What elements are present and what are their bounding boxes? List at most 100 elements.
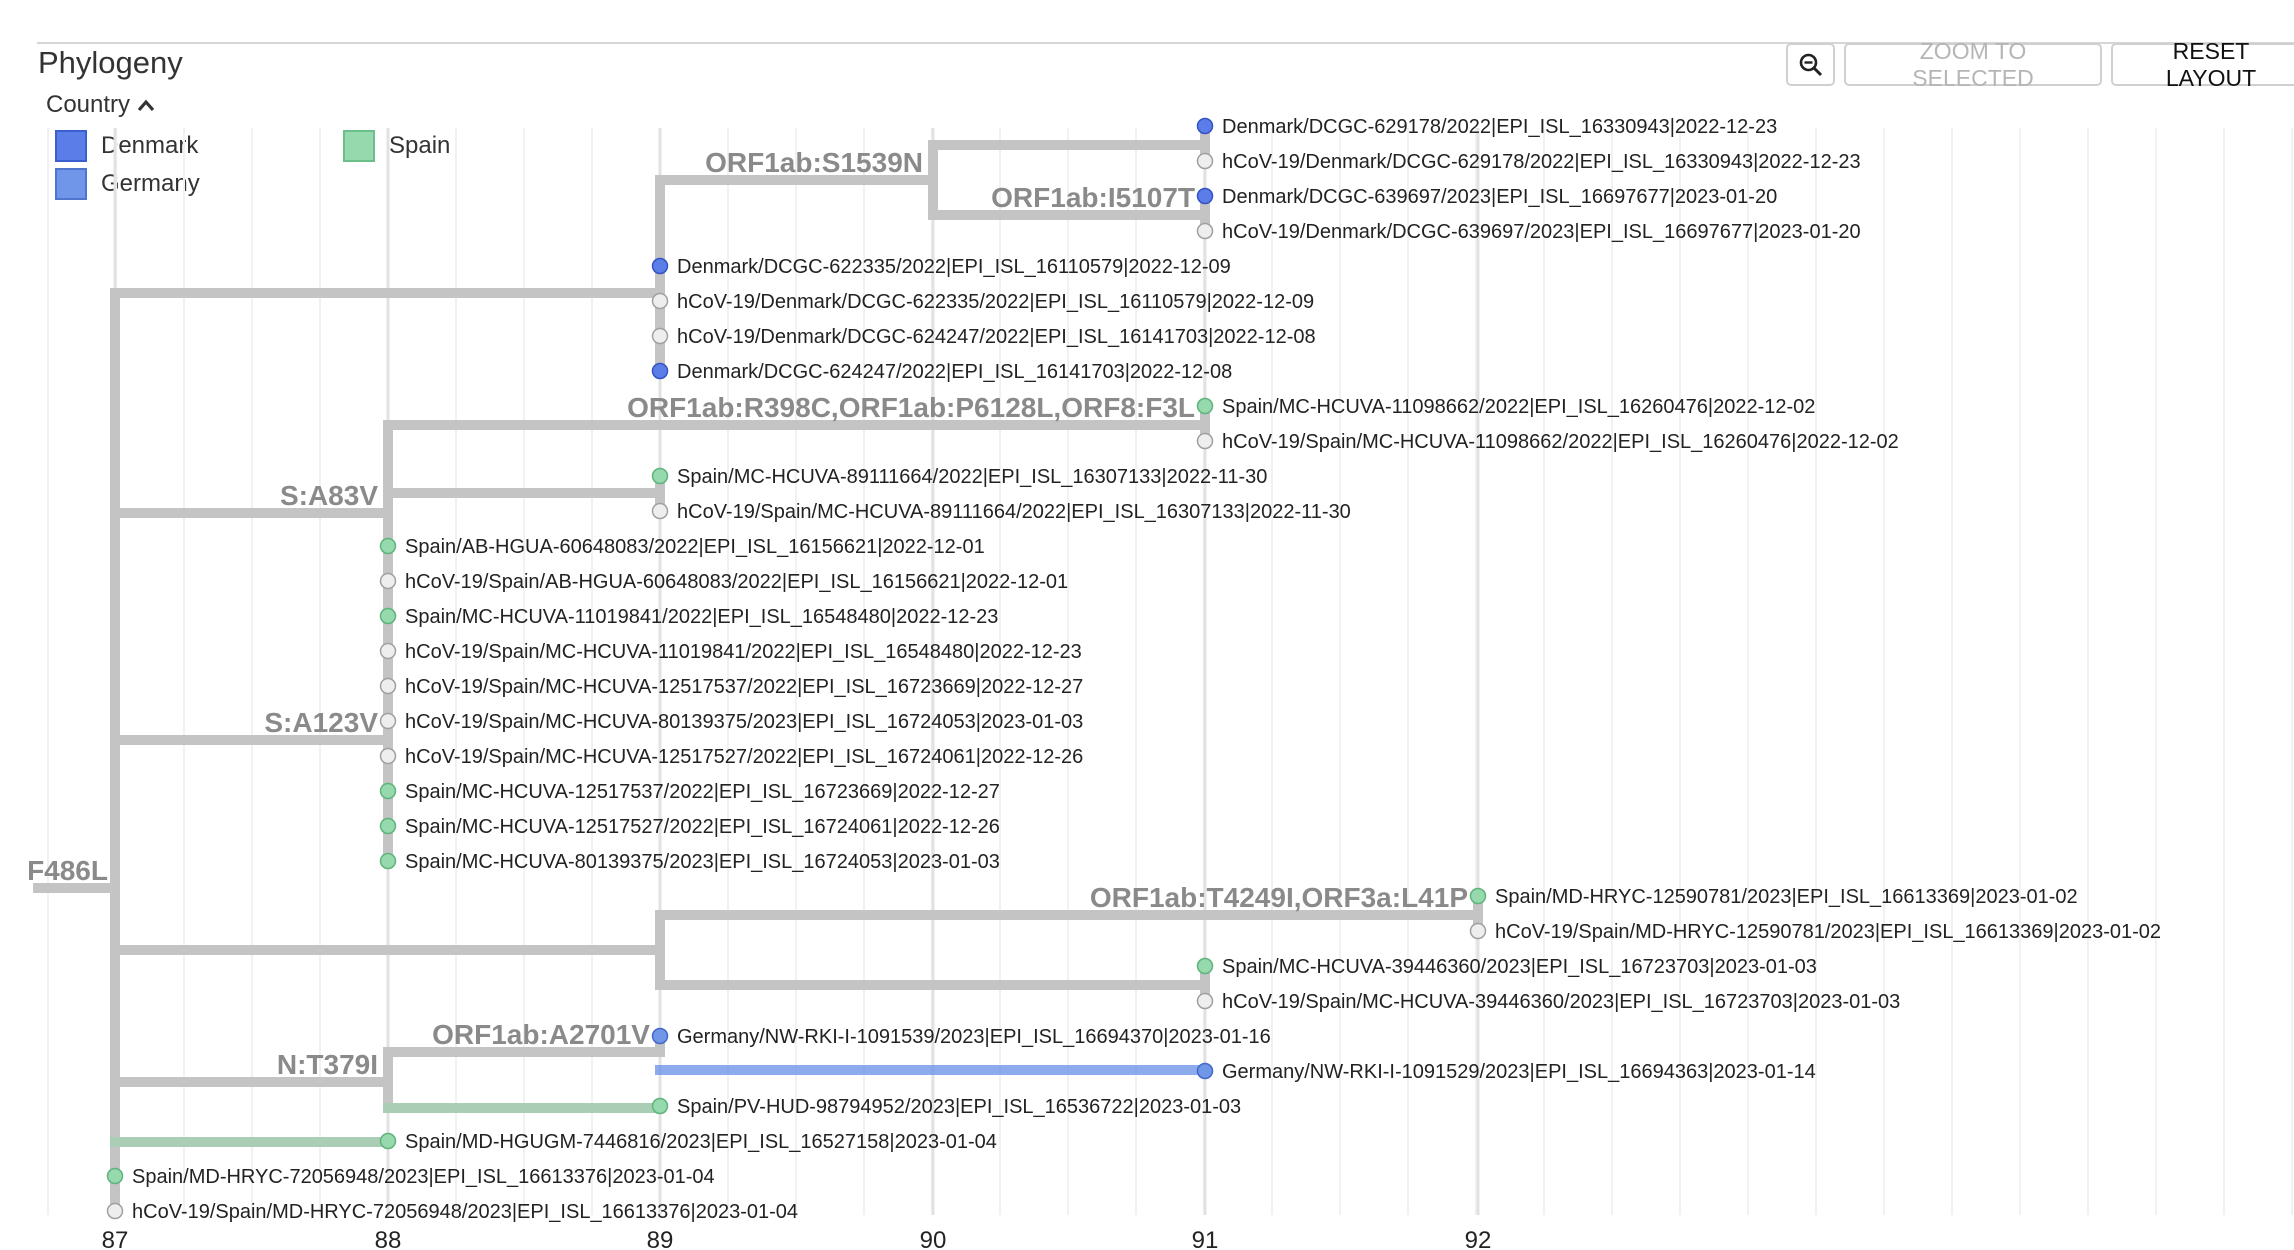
leaf-node (651, 1027, 669, 1045)
leaf-node (1196, 152, 1214, 170)
axis-tick-label: 90 (920, 1227, 947, 1250)
mutation-label: N:T379I (277, 1049, 378, 1080)
legend-label-denmark: Denmark (101, 132, 199, 159)
leaf-node (379, 677, 397, 695)
leaf-label: Spain/MC-HCUVA-11019841/2022|EPI_ISL_165… (405, 606, 998, 628)
leaf-label: Spain/MC-HCUVA-11098662/2022|EPI_ISL_162… (1222, 396, 1815, 418)
leaf-label-layer: Denmark/DCGC-629178/2022|EPI_ISL_1633094… (132, 116, 2161, 1223)
zoom-to-selected-button[interactable]: ZOOM TO SELECTED (1844, 38, 2102, 91)
leaf-node (651, 257, 669, 275)
leaf-label: Spain/MD-HRYC-12590781/2023|EPI_ISL_1661… (1495, 886, 2078, 908)
leaf-node (1196, 957, 1214, 975)
leaf-label: hCoV-19/Spain/MD-HRYC-72056948/2023|EPI_… (132, 1201, 798, 1223)
legend-toggle[interactable]: Country (46, 91, 156, 119)
leaf-label: hCoV-19/Spain/AB-HGUA-60648083/2022|EPI_… (405, 571, 1068, 593)
mutation-label: ORF1ab:A2701V (432, 1019, 650, 1050)
denmark-swatch (55, 130, 87, 162)
chevron-up-icon (137, 99, 155, 112)
leaf-node (651, 467, 669, 485)
leaf-node (1196, 1062, 1214, 1080)
legend-item-spain[interactable]: Spain (343, 130, 450, 162)
leaf-label: hCoV-19/Spain/MD-HRYC-12590781/2023|EPI_… (1495, 921, 2161, 943)
mutation-label: ORF1ab:R398C,ORF1ab:P6128L,ORF8:F3L (627, 392, 1195, 423)
tree-toolbar: ZOOM TO SELECTED RESET LAYOUT (1786, 38, 2294, 91)
leaf-node (1196, 992, 1214, 1010)
leaf-node (1196, 397, 1214, 415)
axis-tick-label: 87 (102, 1227, 129, 1250)
leaf-node (1196, 187, 1214, 205)
leaf-label: hCoV-19/Spain/MC-HCUVA-80139375/2023|EPI… (405, 711, 1083, 733)
mutation-label: ORF1ab:I5107T (991, 182, 1195, 213)
leaf-label: Spain/AB-HGUA-60648083/2022|EPI_ISL_1615… (405, 536, 985, 558)
leaf-node (379, 642, 397, 660)
leaf-label: Germany/NW-RKI-I-1091529/2023|EPI_ISL_16… (1222, 1061, 1816, 1083)
leaf-node (651, 502, 669, 520)
leaf-node (106, 1202, 124, 1220)
mutation-label: S:A83V (280, 480, 378, 511)
leaf-label: hCoV-19/Spain/MC-HCUVA-12517537/2022|EPI… (405, 676, 1083, 698)
axis-layer: 87 88 89 90 91 92 (102, 1227, 1492, 1250)
leaf-label: hCoV-19/Spain/MC-HCUVA-12517527/2022|EPI… (405, 746, 1083, 768)
leaf-node (1196, 432, 1214, 450)
leaf-node (379, 817, 397, 835)
panel-title: Phylogeny (38, 45, 183, 80)
leaf-label: Spain/PV-HUD-98794952/2023|EPI_ISL_16536… (677, 1096, 1241, 1118)
leaf-node (379, 747, 397, 765)
magnifier-minus-icon (1799, 53, 1822, 76)
leaf-label: hCoV-19/Denmark/DCGC-639697/2023|EPI_ISL… (1222, 221, 1861, 243)
mutation-label-root: F486L (27, 855, 108, 886)
leaf-label: hCoV-19/Spain/MC-HCUVA-39446360/2023|EPI… (1222, 991, 1900, 1013)
leaf-label: Spain/MC-HCUVA-12517537/2022|EPI_ISL_167… (405, 781, 1000, 803)
mutation-label: ORF1ab:T4249I,ORF3a:L41P (1090, 882, 1468, 913)
leaf-label: hCoV-19/Spain/MC-HCUVA-11019841/2022|EPI… (405, 641, 1082, 663)
leaf-node (106, 1167, 124, 1185)
leaf-label: Spain/MC-HCUVA-39446360/2023|EPI_ISL_167… (1222, 956, 1817, 978)
mutation-label: S:A123V (264, 707, 378, 738)
leaf-node (379, 537, 397, 555)
legend-item-denmark[interactable]: Denmark (55, 130, 198, 162)
legend-label-spain: Spain (389, 132, 451, 159)
leaf-node (651, 1097, 669, 1115)
zoom-out-button[interactable] (1786, 43, 1835, 86)
leaf-label: hCoV-19/Spain/MC-HCUVA-89111664/2022|EPI… (677, 501, 1351, 523)
leaf-label: Spain/MD-HRYC-72056948/2023|EPI_ISL_1661… (132, 1166, 715, 1188)
axis-tick-label: 88 (375, 1227, 402, 1250)
branch-layer (33, 121, 1483, 1216)
mutation-layer: F486L ORF1ab:S1539N ORF1ab:I5107T ORF1ab:R3… (27, 147, 1468, 1080)
leaf-node (1196, 117, 1214, 135)
leaf-label: Spain/MC-HCUVA-12517527/2022|EPI_ISL_167… (405, 816, 1000, 838)
axis-tick-label: 92 (1465, 1227, 1492, 1250)
leaf-label: Spain/MD-HGUGM-7446816/2023|EPI_ISL_1652… (405, 1131, 997, 1153)
leaf-label: hCoV-19/Denmark/DCGC-624247/2022|EPI_ISL… (677, 326, 1316, 348)
leaf-node (651, 362, 669, 380)
leaf-node (379, 1132, 397, 1150)
leaf-label: Denmark/DCGC-622335/2022|EPI_ISL_1611057… (677, 256, 1231, 278)
germany-swatch (55, 168, 87, 200)
leaf-node (651, 327, 669, 345)
leaf-label: Denmark/DCGC-639697/2023|EPI_ISL_1669767… (1222, 186, 1777, 208)
leaf-label: Denmark/DCGC-624247/2022|EPI_ISL_1614170… (677, 361, 1232, 383)
leaf-label: hCoV-19/Denmark/DCGC-622335/2022|EPI_ISL… (677, 291, 1314, 313)
leaf-node (1469, 922, 1487, 940)
mutation-label: ORF1ab:S1539N (705, 147, 923, 178)
leaf-node (379, 607, 397, 625)
leaf-node (379, 852, 397, 870)
legend-toggle-label: Country (46, 91, 131, 118)
panel-top-divider (37, 42, 2294, 44)
axis-tick-label: 89 (647, 1227, 674, 1250)
axis-tick-label: 91 (1192, 1227, 1219, 1250)
leaf-node (379, 782, 397, 800)
node-layer (106, 117, 1487, 1220)
leaf-node (1196, 222, 1214, 240)
leaf-label: Spain/MC-HCUVA-80139375/2023|EPI_ISL_167… (405, 851, 1000, 873)
leaf-node (379, 572, 397, 590)
leaf-label: hCoV-19/Denmark/DCGC-629178/2022|EPI_ISL… (1222, 151, 1861, 173)
spain-swatch (343, 130, 375, 162)
leaf-label: Germany/NW-RKI-I-1091539/2023|EPI_ISL_16… (677, 1026, 1271, 1048)
leaf-node (379, 712, 397, 730)
leaf-node (1469, 887, 1487, 905)
leaf-label: hCoV-19/Spain/MC-HCUVA-11098662/2022|EPI… (1222, 431, 1899, 453)
leaf-label: Denmark/DCGC-629178/2022|EPI_ISL_1633094… (1222, 116, 1777, 138)
leaf-node (651, 292, 669, 310)
